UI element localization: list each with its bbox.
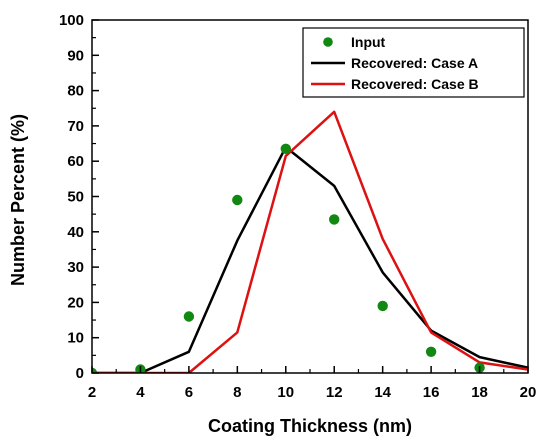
legend-marker bbox=[323, 37, 333, 47]
y-tick-label: 90 bbox=[67, 47, 84, 64]
y-tick-label: 50 bbox=[67, 189, 84, 206]
data-point bbox=[329, 214, 340, 225]
y-axis-label: Number Percent (%) bbox=[8, 114, 28, 286]
y-tick-label: 10 bbox=[67, 330, 84, 347]
data-point bbox=[92, 367, 98, 373]
x-tick-label: 20 bbox=[520, 384, 537, 401]
data-point bbox=[377, 300, 388, 312]
x-tick-label: 16 bbox=[423, 384, 440, 401]
x-tick-label: 4 bbox=[136, 384, 145, 401]
series-line-2 bbox=[92, 110, 528, 373]
data-point bbox=[183, 311, 195, 322]
y-tick-label: 40 bbox=[67, 224, 84, 241]
y-tick-label: 70 bbox=[67, 118, 84, 135]
x-tick-label: 10 bbox=[277, 384, 294, 401]
x-tick-label: 6 bbox=[185, 384, 193, 401]
series-line-1 bbox=[92, 145, 528, 373]
y-tick-label: 100 bbox=[59, 12, 84, 29]
plot-marks bbox=[92, 110, 528, 373]
data-point bbox=[280, 143, 291, 154]
x-tick-label: 18 bbox=[471, 384, 488, 401]
data-point bbox=[425, 346, 437, 357]
x-tick-label: 12 bbox=[326, 384, 343, 401]
legend-label: Recovered: Case B bbox=[351, 76, 479, 92]
y-tick-label: 30 bbox=[67, 259, 84, 276]
y-tick-label: 60 bbox=[67, 153, 84, 170]
legend: Input Recovered: Case A Recovered: Case B bbox=[302, 27, 525, 98]
legend-label: Recovered: Case A bbox=[351, 55, 478, 71]
legend-label: Input bbox=[351, 34, 386, 50]
x-tick-label: 14 bbox=[374, 384, 391, 401]
y-tick-label: 20 bbox=[67, 294, 84, 311]
x-tick-label: 8 bbox=[233, 384, 241, 401]
x-axis-label: Coating Thickness (nm) bbox=[208, 416, 412, 436]
data-point bbox=[232, 194, 243, 206]
x-tick-label: 2 bbox=[88, 384, 96, 401]
y-tick-label: 80 bbox=[67, 83, 84, 100]
y-tick-label: 0 bbox=[76, 365, 84, 382]
axes: 2 4 6 8 10 12 14 16 18 20 0 10 20 30 40 50 60 70 80 90 100 bbox=[59, 12, 536, 401]
